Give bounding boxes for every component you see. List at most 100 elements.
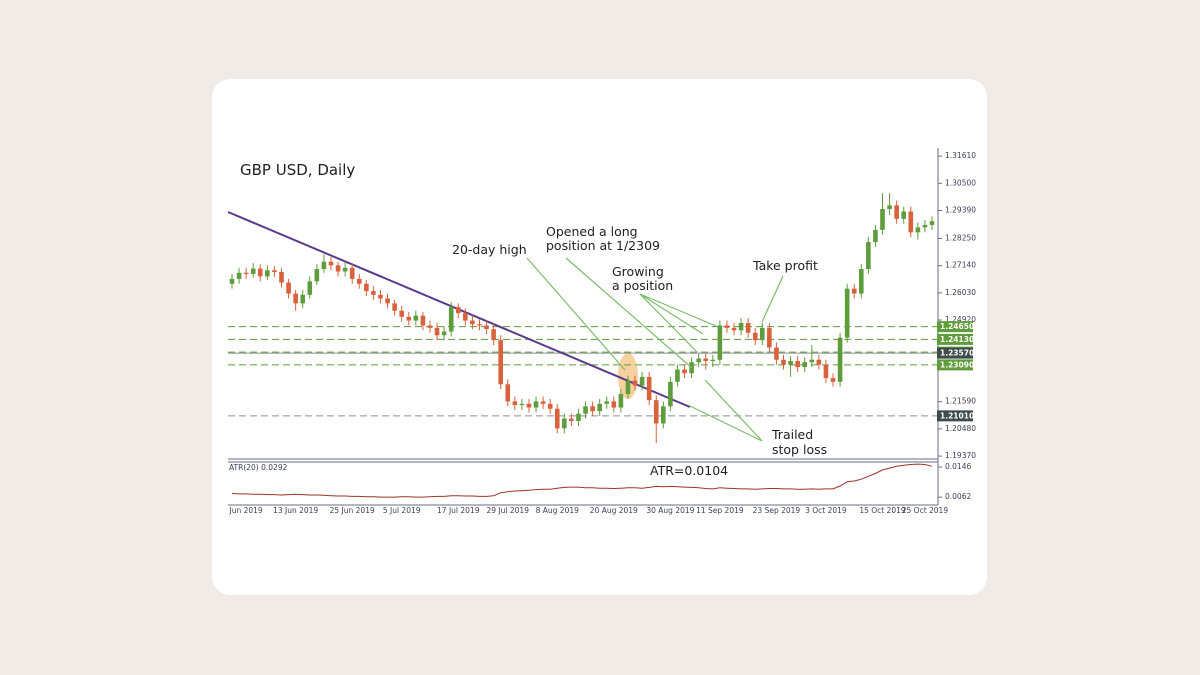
candle-body (583, 406, 588, 414)
candle-body (463, 313, 468, 321)
level-tag (937, 347, 973, 359)
x-tick-label: 29 Jul 2019 (487, 506, 530, 515)
candle-body (795, 360, 800, 368)
candle-body (738, 322, 744, 331)
candle-body (752, 332, 758, 341)
x-tick-label: 23 Sep 2019 (753, 506, 801, 515)
x-tick-label: Jun 2019 (229, 506, 263, 515)
plot-frame (228, 148, 939, 506)
y-tick-label: 0.0146 (945, 462, 971, 471)
candle-body (470, 320, 475, 325)
y-tick-label: 1.28250 (945, 233, 976, 242)
candle-body (505, 384, 511, 402)
x-tick-label: 5 Jul 2019 (383, 506, 421, 515)
candle-body (526, 403, 532, 408)
candle-body (590, 406, 595, 412)
candle-body (569, 418, 574, 422)
candle-body (243, 272, 249, 274)
annotation-arrow (704, 379, 763, 442)
candle-body (760, 327, 765, 341)
y-tick-label: 1.26030 (945, 288, 976, 297)
candle-body (844, 288, 850, 338)
candle-body (356, 278, 362, 284)
candle-body (625, 380, 631, 395)
annotation-arrow (687, 404, 763, 442)
candle-body (342, 267, 348, 272)
candle-body (837, 337, 843, 382)
candle-body (540, 401, 546, 404)
y-tick-label: 1.24920 (945, 315, 976, 324)
candle-body (823, 364, 829, 379)
indicator-label: ATR(20) 0.0292 (229, 463, 288, 472)
candle-body (915, 227, 921, 233)
candle-body (272, 270, 277, 273)
candle-body (858, 269, 864, 294)
y-tick-label: 1.20480 (945, 424, 976, 433)
level-label: 1.23570 (940, 349, 974, 358)
candle-body (809, 359, 815, 363)
y-tick-label: 0.0062 (945, 492, 971, 501)
card (212, 79, 987, 595)
candle-body (745, 322, 751, 333)
annotation: stop loss (772, 442, 827, 457)
candle-body (696, 358, 701, 363)
candle-body (597, 403, 602, 412)
candle-body (378, 294, 383, 299)
candle-body (279, 272, 284, 283)
candle-body (335, 265, 341, 272)
x-tick-label: 15 Oct 2019 (859, 506, 906, 515)
candle-body (703, 358, 709, 361)
candle-body (873, 229, 878, 243)
candle-body (724, 325, 730, 328)
level-tag (937, 333, 973, 345)
candle-body (236, 272, 242, 279)
annotation: Take profit (752, 258, 818, 273)
x-tick-label: 30 Aug 2019 (646, 506, 694, 515)
annotation: position at 1/2309 (546, 238, 660, 253)
y-tick-label: 1.19370 (945, 451, 976, 460)
candle-body (441, 331, 447, 336)
candle-body (717, 325, 723, 360)
candle-body (604, 401, 610, 404)
x-tick-label: 25 Oct 2019 (902, 506, 949, 515)
candle-body (816, 359, 822, 365)
candle-body (767, 327, 772, 348)
annotation: Growing (612, 264, 664, 279)
candle-body (349, 267, 355, 279)
candle-body (265, 270, 270, 277)
y-tick-label: 1.31610 (945, 151, 976, 160)
annotation-arrow (639, 293, 717, 327)
annotation: Opened a long (546, 224, 638, 239)
candle-body (385, 298, 390, 304)
candle-body (576, 413, 581, 422)
annotation-arrow (639, 293, 698, 353)
annotation-arrow (639, 293, 704, 335)
candle-body (371, 291, 376, 295)
candle-body (406, 316, 412, 321)
candle-body (533, 401, 539, 408)
candle-body (293, 293, 298, 304)
indicator-line (231, 463, 933, 498)
candle-body (286, 282, 291, 294)
x-tick-label: 25 Jun 2019 (330, 506, 375, 515)
level-tag (937, 321, 973, 333)
candle-body (477, 324, 482, 326)
candle-body (364, 283, 369, 292)
candle-body (618, 394, 624, 408)
candle-body (314, 269, 320, 282)
chart-title: GBP USD, Daily (240, 161, 355, 179)
candle-body (491, 329, 496, 341)
candle-body (682, 369, 687, 374)
candle-body (498, 340, 503, 385)
candle-body (632, 380, 638, 386)
candle-body (328, 261, 334, 266)
candle-body (929, 221, 935, 225)
candle-body (653, 400, 659, 424)
candle-body (307, 281, 313, 295)
candle-body (547, 403, 553, 409)
level-label: 1.23090 (940, 360, 974, 369)
candle-body (675, 369, 680, 382)
y-tick-label: 1.29390 (945, 205, 976, 214)
candle-body (788, 360, 793, 365)
